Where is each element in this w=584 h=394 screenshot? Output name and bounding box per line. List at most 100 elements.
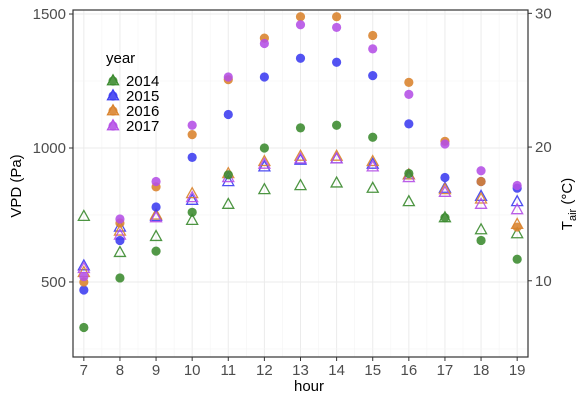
vpd-point-2014 xyxy=(79,322,89,333)
x-tick-label: 16 xyxy=(400,362,417,379)
tair-point-2014 xyxy=(402,194,416,207)
vpd-point-2017 xyxy=(368,44,378,54)
vpd-point-2015 xyxy=(368,71,378,81)
vpd-point-2017 xyxy=(512,180,522,191)
vpd-point-2016 xyxy=(476,176,486,187)
legend-label-2015: 2015 xyxy=(126,88,159,105)
vpd-point-2016 xyxy=(332,12,342,22)
tair-point-2014 xyxy=(149,229,163,242)
y-tick-label: 1000 xyxy=(33,140,66,157)
tair-points-layer xyxy=(77,148,524,278)
legend-key-triangle-2015 xyxy=(106,88,120,101)
tair-point-2017 xyxy=(438,185,452,197)
legend-title: year xyxy=(106,50,135,67)
tair-point-2017 xyxy=(366,159,380,172)
x-axis-title: hour xyxy=(294,378,324,394)
vpd-point-2016 xyxy=(187,129,197,140)
vpd-point-2014 xyxy=(187,207,197,217)
legend-key-triangle-2017 xyxy=(106,118,120,131)
vpd-point-2015 xyxy=(151,202,161,212)
tair-point-2014 xyxy=(510,226,524,239)
x-tick-label: 18 xyxy=(473,362,490,379)
tair-point-2015 xyxy=(366,156,380,169)
vpd-point-2014 xyxy=(332,120,342,130)
legend-label-2016: 2016 xyxy=(126,103,159,120)
tair-point-2016 xyxy=(366,154,380,167)
vpd-point-2015 xyxy=(115,235,125,246)
vpd-point-2014 xyxy=(440,213,450,223)
vpd-point-2017 xyxy=(259,38,269,49)
vpd-point-2014 xyxy=(151,246,161,256)
vpd-point-2016 xyxy=(404,77,414,87)
vpd-point-2015 xyxy=(404,119,414,129)
tair-point-2014 xyxy=(330,175,344,188)
x-tick-label: 15 xyxy=(364,362,381,379)
vpd-point-2017 xyxy=(223,72,233,82)
tair-point-2014 xyxy=(113,245,127,258)
x-tick-label: 13 xyxy=(292,362,309,379)
vpd-point-2017 xyxy=(440,139,450,149)
tair-point-2016 xyxy=(257,154,271,167)
tair-point-2015 xyxy=(221,174,235,187)
tair-point-2016 xyxy=(330,148,344,161)
y-axis-title: VPD (Pa) xyxy=(8,154,25,217)
vpd-point-2016 xyxy=(512,222,522,232)
y2-tick-label: 10 xyxy=(535,273,552,290)
tair-point-2014 xyxy=(293,178,308,191)
tair-point-2016 xyxy=(113,223,127,236)
vpd-point-2016 xyxy=(368,30,378,41)
tair-point-2016 xyxy=(293,148,308,161)
x-tick-label: 7 xyxy=(80,362,88,379)
vpd-point-2014 xyxy=(115,273,125,283)
vpd-point-2017 xyxy=(151,176,161,187)
x-tick-label: 11 xyxy=(220,362,236,379)
vpd-point-2014 xyxy=(368,132,378,142)
x-tick-label: 14 xyxy=(328,362,345,379)
tair-point-2016 xyxy=(185,186,199,199)
vpd-point-2014 xyxy=(295,123,306,133)
vpd-point-2017 xyxy=(476,166,486,176)
tair-point-2017 xyxy=(474,197,488,209)
vpd-points-layer xyxy=(79,12,522,333)
vpd-point-2015 xyxy=(259,72,269,82)
vpd-point-2014 xyxy=(259,143,269,153)
y2-axis-title-unit: (°C) xyxy=(559,178,576,209)
tair-point-2015 xyxy=(510,194,524,207)
y2-axis-title-main: T xyxy=(559,221,576,230)
vpd-point-2017 xyxy=(295,20,306,30)
y2-tick-label: 20 xyxy=(535,139,552,156)
vpd-point-2014 xyxy=(404,168,414,179)
tair-point-2014 xyxy=(221,197,235,209)
tair-point-2016 xyxy=(474,191,488,204)
tair-point-2016 xyxy=(149,207,163,220)
y-tick-label: 500 xyxy=(41,274,66,291)
vpd-point-2017 xyxy=(79,272,89,282)
x-tick-label: 10 xyxy=(184,362,201,379)
vpd-point-2017 xyxy=(332,22,342,33)
y-tick-label: 1500 xyxy=(33,6,66,23)
tair-point-2017 xyxy=(257,156,271,169)
tair-point-2015 xyxy=(474,189,488,201)
y2-axis-title-sub: air xyxy=(567,208,579,221)
vpd-point-2016 xyxy=(295,12,306,22)
vpd-point-2017 xyxy=(187,120,197,130)
vpd-point-2015 xyxy=(332,57,342,67)
y2-axis-title: Tair (°C) xyxy=(559,178,579,230)
tair-point-2015 xyxy=(185,193,199,205)
vpd-point-2017 xyxy=(115,214,125,224)
x-tick-label: 19 xyxy=(509,362,526,379)
tair-point-2017 xyxy=(185,190,199,203)
tair-point-2014 xyxy=(474,222,488,235)
tair-point-2014 xyxy=(257,182,271,195)
legend-label-2014: 2014 xyxy=(126,73,159,90)
x-tick-label: 8 xyxy=(116,362,124,379)
vpd-point-2015 xyxy=(187,152,197,162)
tair-point-2017 xyxy=(510,202,524,215)
vpd-point-2014 xyxy=(476,235,486,246)
legend-key-triangle-2014 xyxy=(106,73,120,86)
tair-point-2017 xyxy=(330,151,344,164)
tair-point-2017 xyxy=(149,210,163,223)
x-tick-label: 17 xyxy=(437,362,454,379)
